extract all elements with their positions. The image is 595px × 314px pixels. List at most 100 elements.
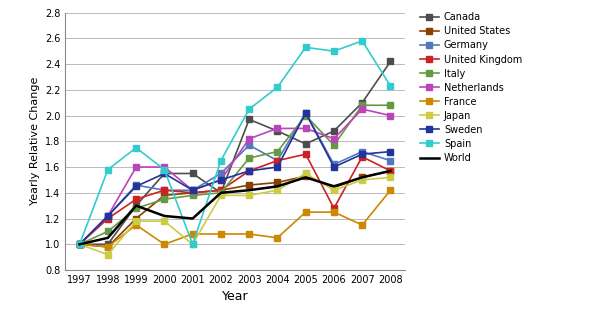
France bbox=[274, 236, 281, 240]
Japan bbox=[76, 242, 83, 246]
Line: Japan: Japan bbox=[77, 171, 393, 257]
Line: France: France bbox=[77, 187, 393, 250]
Netherlands bbox=[133, 165, 140, 169]
World bbox=[274, 184, 281, 188]
Canada bbox=[104, 242, 111, 246]
France bbox=[161, 242, 168, 246]
Sweden bbox=[274, 165, 281, 169]
Italy bbox=[217, 191, 224, 195]
Spain bbox=[133, 146, 140, 149]
Netherlands bbox=[387, 114, 394, 117]
Germany bbox=[217, 171, 224, 175]
Line: Sweden: Sweden bbox=[77, 110, 393, 247]
Canada bbox=[274, 129, 281, 133]
Sweden bbox=[246, 169, 253, 173]
Canada bbox=[330, 129, 337, 133]
Legend: Canada, United States, Germany, United Kingdom, Italy, Netherlands, France, Japa: Canada, United States, Germany, United K… bbox=[419, 12, 522, 163]
Italy bbox=[387, 103, 394, 107]
Japan bbox=[330, 188, 337, 192]
Japan bbox=[133, 219, 140, 223]
United States bbox=[359, 176, 366, 179]
United States bbox=[161, 193, 168, 197]
Italy bbox=[274, 150, 281, 154]
Japan bbox=[274, 188, 281, 192]
World bbox=[189, 217, 196, 220]
Spain bbox=[359, 39, 366, 43]
United States bbox=[330, 186, 337, 190]
World bbox=[359, 176, 366, 179]
Canada bbox=[161, 171, 168, 175]
Italy bbox=[359, 103, 366, 107]
Canada bbox=[387, 60, 394, 63]
Spain bbox=[104, 168, 111, 171]
United Kingdom bbox=[189, 191, 196, 195]
Line: United Kingdom: United Kingdom bbox=[77, 151, 393, 247]
Line: Germany: Germany bbox=[77, 110, 393, 247]
Japan bbox=[302, 171, 309, 175]
Y-axis label: Yearly Relative Change: Yearly Relative Change bbox=[30, 77, 39, 205]
United Kingdom bbox=[302, 152, 309, 156]
Germany bbox=[302, 111, 309, 115]
Line: United States: United States bbox=[77, 168, 393, 250]
Netherlands bbox=[161, 165, 168, 169]
Sweden bbox=[133, 184, 140, 188]
Spain bbox=[387, 84, 394, 88]
France bbox=[302, 210, 309, 214]
Canada bbox=[302, 142, 309, 146]
Canada bbox=[189, 171, 196, 175]
United States bbox=[133, 217, 140, 220]
United Kingdom bbox=[274, 159, 281, 163]
Netherlands bbox=[217, 178, 224, 182]
Italy bbox=[302, 114, 309, 117]
Netherlands bbox=[330, 137, 337, 141]
Canada bbox=[359, 101, 366, 105]
Canada bbox=[133, 204, 140, 208]
Spain bbox=[246, 107, 253, 111]
Germany bbox=[359, 150, 366, 154]
World bbox=[330, 184, 337, 188]
Sweden bbox=[330, 165, 337, 169]
United Kingdom bbox=[359, 155, 366, 159]
Netherlands bbox=[302, 127, 309, 130]
Italy bbox=[161, 197, 168, 201]
Canada bbox=[76, 242, 83, 246]
United States bbox=[274, 181, 281, 184]
United Kingdom bbox=[104, 217, 111, 220]
United States bbox=[387, 169, 394, 173]
Germany bbox=[76, 242, 83, 246]
Line: Netherlands: Netherlands bbox=[77, 106, 393, 247]
United States bbox=[302, 174, 309, 178]
Germany bbox=[133, 183, 140, 187]
Sweden bbox=[104, 214, 111, 218]
Spain bbox=[274, 85, 281, 89]
Line: World: World bbox=[80, 171, 390, 244]
Germany bbox=[330, 163, 337, 166]
Sweden bbox=[217, 178, 224, 182]
United States bbox=[217, 188, 224, 192]
World bbox=[217, 191, 224, 195]
United States bbox=[104, 245, 111, 249]
France bbox=[189, 232, 196, 236]
Germany bbox=[189, 188, 196, 192]
Japan bbox=[161, 219, 168, 223]
Netherlands bbox=[359, 107, 366, 111]
Sweden bbox=[359, 152, 366, 156]
France bbox=[104, 245, 111, 249]
Sweden bbox=[387, 150, 394, 154]
Italy bbox=[330, 143, 337, 147]
France bbox=[387, 188, 394, 192]
United Kingdom bbox=[330, 206, 337, 210]
France bbox=[330, 210, 337, 214]
United States bbox=[246, 183, 253, 187]
France bbox=[217, 232, 224, 236]
World bbox=[104, 236, 111, 240]
France bbox=[76, 242, 83, 246]
Line: Canada: Canada bbox=[77, 59, 393, 247]
Sweden bbox=[161, 171, 168, 175]
Germany bbox=[387, 159, 394, 163]
World bbox=[246, 188, 253, 192]
Canada bbox=[217, 191, 224, 195]
Sweden bbox=[76, 242, 83, 246]
Canada bbox=[246, 117, 253, 121]
United Kingdom bbox=[76, 242, 83, 246]
